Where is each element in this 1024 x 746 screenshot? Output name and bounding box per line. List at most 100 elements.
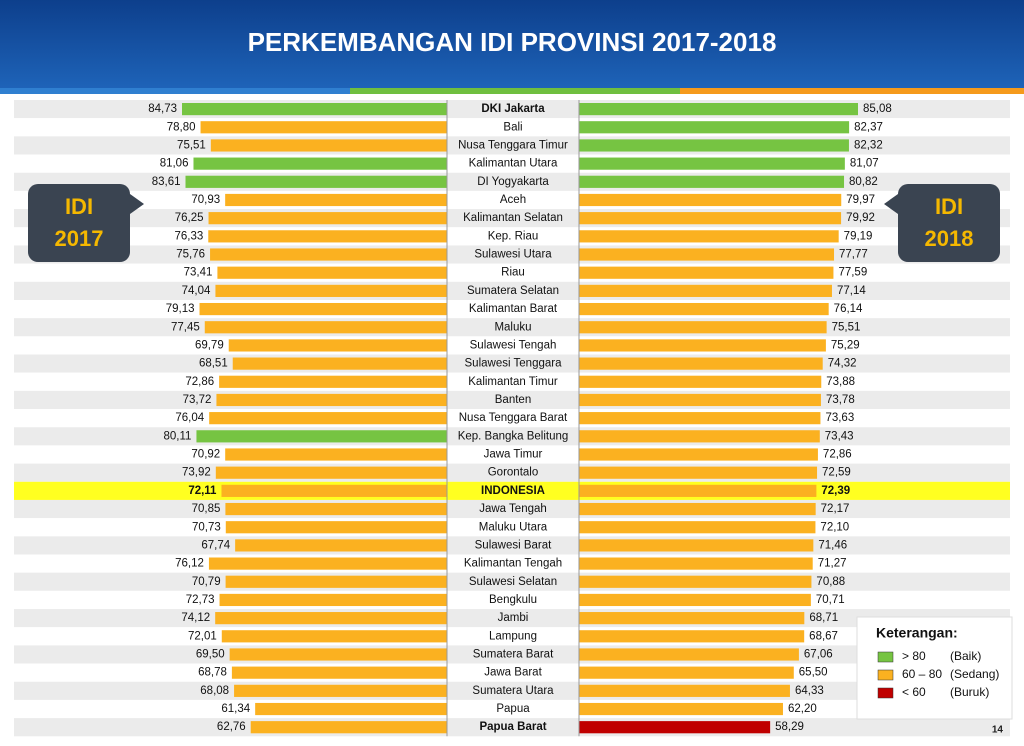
bar	[579, 139, 849, 152]
bar	[235, 539, 447, 552]
category-label: Sulawesi Tenggara	[465, 358, 563, 370]
bar	[232, 357, 447, 370]
bar	[579, 230, 839, 243]
category-label: Riau	[501, 267, 525, 279]
bar	[579, 466, 818, 479]
value-label: 73,41	[184, 267, 213, 279]
bar	[182, 103, 447, 116]
bar	[579, 575, 812, 588]
category-label: Banten	[495, 394, 531, 406]
value-label: 73,43	[825, 430, 854, 442]
value-label: 69,50	[196, 649, 225, 661]
category-label: Nusa Tenggara Barat	[459, 412, 568, 424]
value-label: 71,27	[818, 558, 847, 570]
bar	[579, 448, 818, 461]
value-label: 74,32	[828, 358, 857, 370]
value-label: 84,73	[148, 103, 177, 115]
value-label: 62,20	[788, 703, 817, 715]
bar	[225, 193, 447, 207]
bar	[208, 230, 447, 243]
category-label: Jawa Tengah	[479, 503, 547, 515]
value-label: 83,61	[152, 176, 181, 188]
bar	[579, 648, 799, 661]
header	[0, 0, 1024, 88]
category-label: Sulawesi Barat	[475, 539, 553, 551]
category-label: Lampung	[489, 630, 537, 642]
bar	[579, 321, 827, 334]
header-stripe	[350, 88, 680, 94]
value-label: 85,08	[863, 103, 892, 115]
value-label: 82,32	[854, 139, 883, 151]
title: PERKEMBANGAN IDI PROVINSI 2017-2018	[248, 27, 777, 57]
category-label: Gorontalo	[488, 467, 539, 479]
value-label: 80,11	[164, 430, 192, 442]
value-label: 75,51	[832, 321, 861, 333]
category-label: Bali	[503, 121, 522, 133]
header-stripe	[680, 88, 1024, 94]
bar	[200, 121, 447, 134]
bar	[199, 302, 447, 316]
category-label: Kep. Riau	[488, 230, 539, 242]
bar	[579, 539, 814, 552]
header-stripe	[0, 88, 350, 94]
value-label: 76,04	[175, 412, 204, 424]
legend-swatch	[877, 669, 894, 681]
bar	[225, 521, 447, 534]
bar	[579, 393, 821, 407]
value-label: 76,12	[175, 558, 204, 570]
value-label: 62,76	[217, 721, 246, 733]
value-label: 68,08	[200, 685, 229, 697]
value-label: 72,86	[823, 449, 852, 461]
category-label: Sulawesi Tengah	[470, 339, 557, 351]
legend-note: (Buruk)	[950, 685, 989, 699]
category-label: Jawa Barat	[484, 667, 542, 679]
bar	[579, 484, 817, 497]
category-label: Kalimantan Selatan	[463, 212, 563, 224]
series-badge	[898, 184, 1000, 262]
bar	[215, 466, 447, 479]
bar	[225, 502, 447, 516]
bar	[579, 630, 805, 643]
bar	[229, 648, 447, 661]
badge-pointer	[884, 194, 898, 214]
value-label: 69,79	[195, 339, 224, 351]
overlay: IDI 2017 IDI 2018 Keterangan: > 80 (Baik) 60 – …	[28, 184, 1013, 720]
bar	[216, 393, 447, 407]
value-label: 72,86	[185, 376, 214, 388]
value-label: 68,67	[809, 630, 838, 642]
value-label: 70,92	[191, 449, 220, 461]
value-label: 80,82	[849, 176, 878, 188]
bar	[579, 666, 794, 679]
value-label: 82,37	[854, 121, 883, 133]
value-label: 72,01	[188, 630, 217, 642]
bar	[250, 721, 447, 734]
bar	[579, 339, 826, 352]
bar	[579, 593, 811, 607]
legend-note: (Sedang)	[950, 667, 999, 681]
bar	[231, 666, 447, 679]
category-label: Sumatera Barat	[473, 649, 554, 661]
value-label: 70,88	[816, 576, 845, 588]
series-badge	[28, 184, 130, 262]
series-name: IDI 2018	[925, 194, 974, 251]
legend-box	[856, 616, 1013, 720]
bar	[234, 684, 447, 697]
value-label: 74,04	[182, 285, 211, 297]
value-label: 72,59	[822, 467, 851, 479]
page-number: 14	[992, 725, 1004, 736]
bar	[210, 139, 447, 152]
value-label: 76,25	[175, 212, 204, 224]
rows: 84,73 85,08 DKI Jakarta 78,80 82,37 Bali 75,51…	[14, 100, 1010, 737]
value-label: 72,10	[820, 521, 849, 533]
bar	[204, 321, 447, 334]
category-label: Aceh	[500, 194, 526, 206]
bar	[215, 612, 447, 625]
legend-label: > 80	[902, 649, 926, 663]
value-label: 70,79	[192, 576, 221, 588]
value-label: 76,14	[834, 303, 863, 315]
value-label: 77,14	[837, 285, 866, 297]
value-label: 67,74	[201, 539, 230, 551]
value-label: 70,73	[192, 521, 221, 533]
legend-swatch	[877, 651, 894, 663]
value-label: 77,59	[838, 267, 867, 279]
